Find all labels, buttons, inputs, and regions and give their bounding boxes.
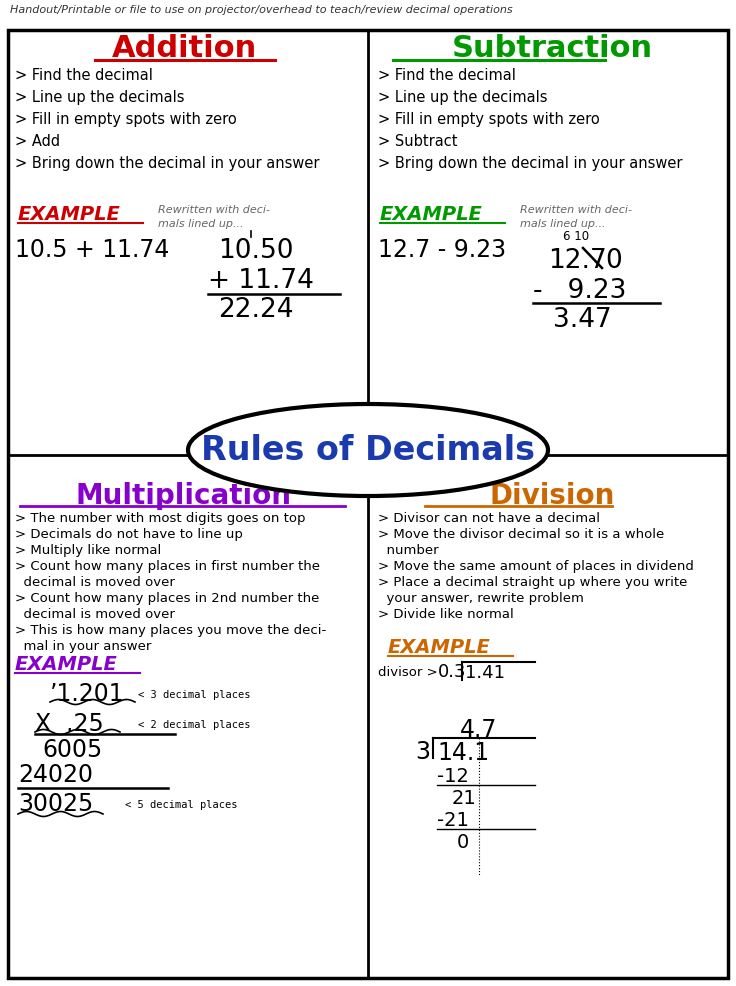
Text: Subtraction: Subtraction bbox=[451, 34, 653, 63]
Text: 3.47: 3.47 bbox=[553, 307, 612, 333]
Text: Rules of Decimals: Rules of Decimals bbox=[201, 434, 535, 466]
Text: > Bring down the decimal in your answer: > Bring down the decimal in your answer bbox=[378, 156, 682, 171]
Text: 4.7: 4.7 bbox=[460, 718, 498, 742]
Text: 24020: 24020 bbox=[18, 763, 93, 787]
Text: < 3 decimal places: < 3 decimal places bbox=[138, 690, 250, 700]
Text: 0: 0 bbox=[457, 833, 470, 852]
Text: > Divide like normal: > Divide like normal bbox=[378, 608, 514, 621]
Text: Rewritten with deci-
mals lined up...: Rewritten with deci- mals lined up... bbox=[520, 205, 632, 229]
Text: X  .25: X .25 bbox=[35, 712, 104, 736]
Text: decimal is moved over: decimal is moved over bbox=[15, 608, 175, 621]
Text: 1.41: 1.41 bbox=[465, 664, 505, 682]
Text: 12.7: 12.7 bbox=[548, 248, 606, 274]
Text: 12.7 - 9.23: 12.7 - 9.23 bbox=[378, 238, 506, 262]
Text: your answer, rewrite problem: your answer, rewrite problem bbox=[378, 592, 584, 605]
Text: > Line up the decimals: > Line up the decimals bbox=[15, 90, 185, 105]
Text: < 2 decimal places: < 2 decimal places bbox=[138, 720, 250, 730]
Text: -21: -21 bbox=[437, 811, 469, 830]
Text: 10.50: 10.50 bbox=[218, 238, 294, 264]
Text: < 5 decimal places: < 5 decimal places bbox=[125, 800, 238, 810]
Text: 22.24: 22.24 bbox=[218, 297, 294, 323]
Text: ʼ1.201: ʼ1.201 bbox=[50, 682, 124, 706]
Text: Addition: Addition bbox=[111, 34, 257, 63]
Text: 10.5 + 11.74: 10.5 + 11.74 bbox=[15, 238, 169, 262]
Text: 6005: 6005 bbox=[42, 738, 102, 762]
Text: 30025: 30025 bbox=[18, 792, 93, 816]
Text: 0: 0 bbox=[605, 248, 622, 274]
Text: -   9.23: - 9.23 bbox=[533, 278, 626, 304]
Text: 6 10: 6 10 bbox=[563, 230, 589, 243]
Text: > Find the decimal: > Find the decimal bbox=[15, 68, 153, 83]
Text: > Divisor can not have a decimal: > Divisor can not have a decimal bbox=[378, 512, 600, 525]
Text: > Count how many places in first number the: > Count how many places in first number … bbox=[15, 560, 320, 573]
Text: EXAMPLE: EXAMPLE bbox=[388, 638, 491, 657]
Text: > Move the divisor decimal so it is a whole: > Move the divisor decimal so it is a wh… bbox=[378, 528, 665, 541]
Text: decimal is moved over: decimal is moved over bbox=[15, 576, 175, 589]
Text: mal in your answer: mal in your answer bbox=[15, 640, 152, 653]
Text: Multiplication: Multiplication bbox=[76, 482, 292, 510]
Text: > Bring down the decimal in your answer: > Bring down the decimal in your answer bbox=[15, 156, 319, 171]
Text: 0.3: 0.3 bbox=[438, 663, 467, 681]
Text: > Line up the decimals: > Line up the decimals bbox=[378, 90, 548, 105]
Text: EXAMPLE: EXAMPLE bbox=[15, 655, 118, 674]
Text: > Move the same amount of places in dividend: > Move the same amount of places in divi… bbox=[378, 560, 694, 573]
Text: Rewritten with deci-
mals lined up...: Rewritten with deci- mals lined up... bbox=[158, 205, 270, 229]
Text: EXAMPLE: EXAMPLE bbox=[380, 205, 483, 224]
Text: 14.1: 14.1 bbox=[437, 741, 489, 765]
Text: > This is how many places you move the deci-: > This is how many places you move the d… bbox=[15, 624, 326, 637]
Text: > Subtract: > Subtract bbox=[378, 134, 458, 149]
Text: Handout/Printable or file to use on projector/overhead to teach/review decimal o: Handout/Printable or file to use on proj… bbox=[10, 5, 513, 15]
Text: 3: 3 bbox=[415, 740, 430, 764]
Text: > The number with most digits goes on top: > The number with most digits goes on to… bbox=[15, 512, 305, 525]
Text: > Place a decimal straight up where you write: > Place a decimal straight up where you … bbox=[378, 576, 687, 589]
Text: > Decimals do not have to line up: > Decimals do not have to line up bbox=[15, 528, 243, 541]
Text: -12: -12 bbox=[437, 767, 469, 786]
Text: EXAMPLE: EXAMPLE bbox=[18, 205, 121, 224]
Text: 21: 21 bbox=[452, 789, 477, 808]
Text: > Fill in empty spots with zero: > Fill in empty spots with zero bbox=[378, 112, 600, 127]
Text: Division: Division bbox=[489, 482, 615, 510]
Text: > Find the decimal: > Find the decimal bbox=[378, 68, 516, 83]
Text: number: number bbox=[378, 544, 439, 557]
Text: > Count how many places in 2nd number the: > Count how many places in 2nd number th… bbox=[15, 592, 319, 605]
Ellipse shape bbox=[188, 404, 548, 496]
Text: + 11.74: + 11.74 bbox=[208, 268, 314, 294]
Text: > Fill in empty spots with zero: > Fill in empty spots with zero bbox=[15, 112, 237, 127]
Text: > Multiply like normal: > Multiply like normal bbox=[15, 544, 161, 557]
Text: > Add: > Add bbox=[15, 134, 60, 149]
Text: divisor >: divisor > bbox=[378, 666, 438, 679]
